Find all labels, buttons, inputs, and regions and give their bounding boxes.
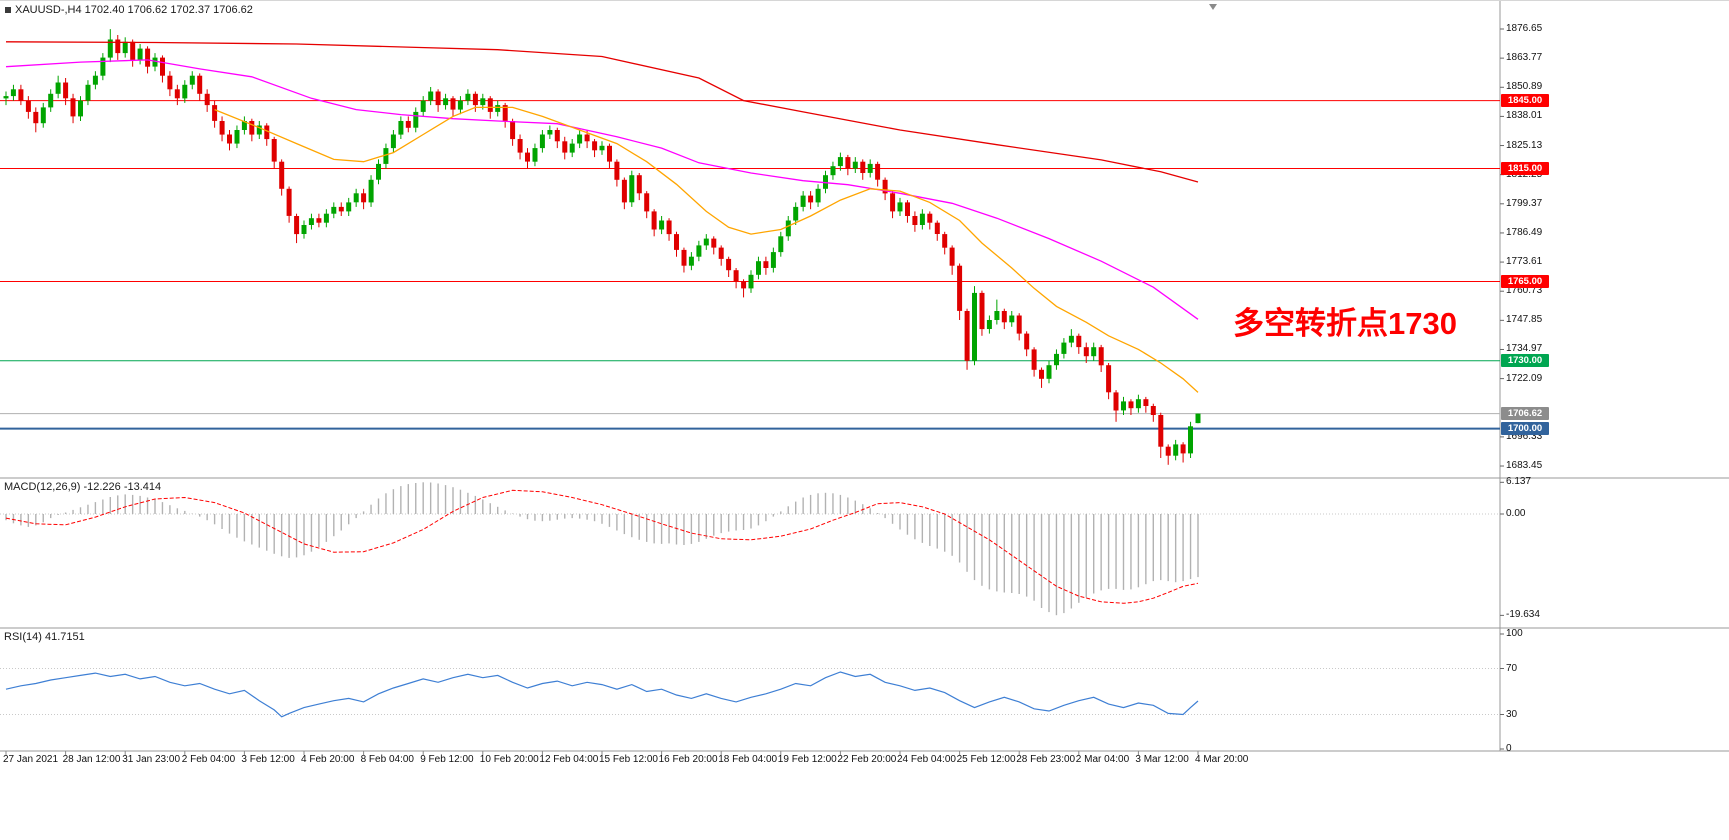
ma-fast-line xyxy=(214,106,1199,393)
rsi-line xyxy=(5,671,1199,718)
rsi-indicator-label: RSI(14) 41.7151 xyxy=(4,631,85,643)
ma-medium-line xyxy=(5,59,1199,320)
chart-icon xyxy=(5,7,11,13)
macd-indicator-label: MACD(12,26,9) -12.226 -13.414 xyxy=(4,481,162,493)
chart-shift-marker[interactable] xyxy=(1209,4,1217,10)
annotation-text[interactable]: 多空转折点1730 xyxy=(1233,306,1457,341)
ma-slow-line xyxy=(5,41,1199,183)
macd-histogram xyxy=(5,482,1199,616)
chart-title: XAUUSD-,H4 1702.40 1706.62 1702.37 1706.… xyxy=(5,4,253,16)
chart-title-text: XAUUSD-,H4 1702.40 1706.62 1702.37 1706.… xyxy=(15,4,253,16)
macd-signal-line xyxy=(5,489,1199,604)
candles xyxy=(3,29,1201,465)
